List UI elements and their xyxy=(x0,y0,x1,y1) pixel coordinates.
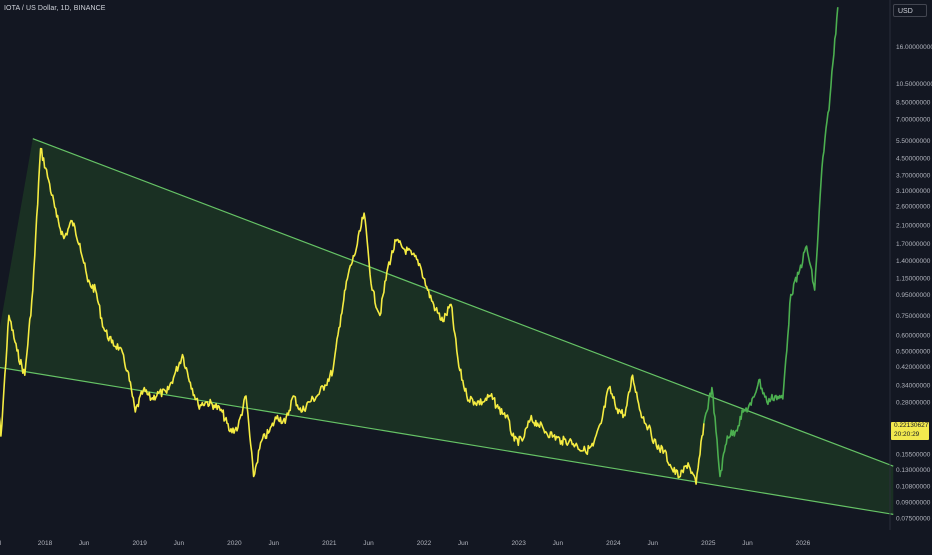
currency-button[interactable]: USD xyxy=(893,4,927,17)
y-tick-label: 0.42000000 xyxy=(896,364,931,371)
y-tick-label: 7.00000000 xyxy=(896,117,931,124)
last-price-badge: 0.22130627 20:20:29 xyxy=(891,422,929,440)
y-tick-label: 0.09000000 xyxy=(896,499,931,506)
y-tick-label: 0.28000000 xyxy=(896,400,931,407)
x-tick-label: 2025 xyxy=(701,540,716,547)
projection-line[interactable] xyxy=(703,7,839,478)
y-tick-label: 1.15000000 xyxy=(896,275,931,282)
x-tick-label: Jun xyxy=(553,540,564,547)
y-tick-label: 3.10000000 xyxy=(896,188,931,195)
x-tick-label: 2026 xyxy=(796,540,811,547)
y-tick-label: 0.10800000 xyxy=(896,483,931,490)
y-tick-label: 1.40000000 xyxy=(896,258,931,265)
x-tick-label: Jun xyxy=(458,540,469,547)
y-tick-label: 4.50000000 xyxy=(896,155,931,162)
wedge-fill xyxy=(0,138,894,515)
chart-title: IOTA / US Dollar, 1D, BINANCE xyxy=(4,5,106,12)
y-tick-label: 2.60000000 xyxy=(896,204,931,211)
x-tick-label: 2023 xyxy=(511,540,526,547)
x-tick-label: 2024 xyxy=(606,540,621,547)
y-tick-label: 0.34000000 xyxy=(896,382,931,389)
x-tick-label: Jun xyxy=(79,540,90,547)
x-tick-label: Jul xyxy=(0,540,2,547)
x-tick-label: 2019 xyxy=(132,540,147,547)
y-tick-label: 0.75000000 xyxy=(896,313,931,320)
last-price-value: 0.22130627 xyxy=(894,422,929,429)
x-tick-label: 2021 xyxy=(322,540,337,547)
x-tick-label: Jun xyxy=(269,540,280,547)
y-tick-label: 1.70000000 xyxy=(896,241,931,248)
y-tick-label: 16.00000000 xyxy=(896,44,932,51)
x-tick-label: 2018 xyxy=(38,540,53,547)
y-tick-label: 0.60000000 xyxy=(896,333,931,340)
x-tick-label: Jun xyxy=(648,540,659,547)
y-tick-label: 3.70000000 xyxy=(896,173,931,180)
x-tick-label: Jun xyxy=(174,540,185,547)
y-tick-label: 10.50000000 xyxy=(896,81,932,88)
y-tick-label: 0.95000000 xyxy=(896,292,931,299)
y-tick-label: 2.10000000 xyxy=(896,222,931,229)
x-tick-label: Jun xyxy=(742,540,753,547)
x-tick-label: Jun xyxy=(363,540,374,547)
y-tick-label: 0.50000000 xyxy=(896,349,931,356)
x-tick-label: 2020 xyxy=(227,540,242,547)
y-tick-label: 0.15500000 xyxy=(896,452,931,459)
bar-countdown: 20:20:29 xyxy=(894,430,920,438)
y-tick-label: 8.50000000 xyxy=(896,100,931,107)
price-line[interactable] xyxy=(0,147,705,485)
y-tick-label: 0.07500000 xyxy=(896,515,931,522)
x-tick-label: 2022 xyxy=(417,540,432,547)
wedge-upper-line[interactable] xyxy=(32,138,894,467)
y-tick-label: 5.50000000 xyxy=(896,138,931,145)
y-tick-label: 0.13000000 xyxy=(896,467,931,474)
